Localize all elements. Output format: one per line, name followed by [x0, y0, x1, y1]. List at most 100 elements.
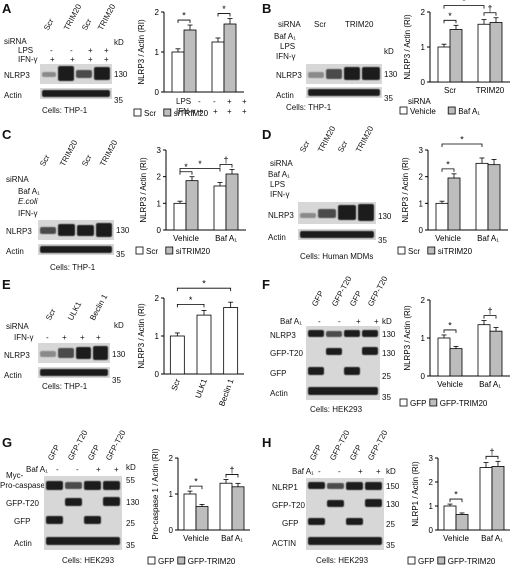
band	[308, 367, 324, 375]
f-sign: +	[374, 317, 379, 326]
significance-bracket	[179, 168, 221, 172]
a-sirna-label: siRNA	[4, 37, 27, 46]
band	[300, 231, 374, 238]
x-tick-label: TRIM20	[476, 86, 505, 95]
legend-swatch	[147, 556, 156, 565]
bar	[489, 330, 503, 377]
band	[326, 69, 342, 79]
d-actin-label: Actin	[268, 233, 286, 242]
bar	[223, 23, 237, 93]
d-lane-trim-1: TRIM20	[316, 124, 338, 154]
y-tick-label: 2	[421, 296, 426, 305]
h-actin-label: ACTIN	[272, 539, 296, 548]
legend-swatch	[165, 246, 174, 255]
c-lane-scr-2: Scr	[80, 153, 94, 168]
g-gfp-label: GFP	[14, 517, 31, 526]
band	[338, 205, 356, 220]
e-sign: +	[96, 333, 101, 342]
y-axis-label: NLRP3 / Actin (RI)	[137, 19, 146, 85]
h-sign: -	[318, 467, 321, 476]
significance-mark: †	[229, 465, 234, 475]
c-blot-nlrp3	[38, 220, 114, 240]
band	[344, 330, 360, 337]
significance-mark: †	[223, 155, 228, 165]
y-tick-label: 0	[421, 78, 426, 87]
band	[344, 67, 360, 80]
a-sign: -	[50, 46, 53, 55]
h-nlrp1-label: NLRP1	[272, 483, 298, 492]
c-lane-trim-2: TRIM20	[98, 138, 120, 168]
legend-swatch	[407, 556, 416, 565]
e-lane-scr: Scr	[44, 307, 58, 322]
x-tick-label: Vehicle	[437, 380, 463, 389]
y-tick-label: 1	[169, 490, 174, 499]
band	[362, 330, 378, 337]
legend-swatch	[429, 398, 438, 407]
b-ifn-label: IFN-γ	[276, 52, 296, 61]
bar	[437, 337, 451, 377]
x-tick-label: Vehicle	[435, 234, 461, 243]
bar	[449, 348, 463, 377]
significance-bracket	[176, 287, 232, 292]
chart-e: 0 1 2 NLRP3 / Actin (RI) Scr ULK1 Beclin 1 * *	[137, 279, 244, 407]
bar	[479, 467, 493, 531]
y-axis-label: NLRP3 / Actin (RI)	[403, 305, 412, 371]
a-ifn-label: IFN-γ	[18, 55, 38, 64]
band	[42, 90, 110, 97]
g-sign: +	[96, 465, 101, 474]
f-cells-label: Cells: HEK293	[310, 405, 363, 414]
a-x-sign: -	[198, 97, 201, 106]
bar	[225, 173, 239, 231]
significance-bracket	[441, 143, 483, 147]
y-tick-label: 1	[419, 199, 424, 208]
significance-mark: *	[182, 11, 186, 21]
significance-bracket	[217, 13, 231, 17]
legend-swatch	[447, 106, 456, 115]
chart-a: 0 1 2 NLRP3 / Actin (RI) * * Scr siTRIM20	[133, 4, 244, 118]
band	[327, 500, 344, 507]
band	[65, 482, 82, 489]
y-tick-label: 2	[169, 454, 174, 463]
f-lane-gfp-2: GFP	[348, 289, 364, 308]
x-tick-label: Vehicle	[173, 234, 199, 243]
bar	[447, 177, 461, 231]
band	[308, 537, 382, 545]
y-tick-label: 0	[157, 226, 162, 235]
band	[346, 482, 363, 490]
a-lane-scr-1: Scr	[42, 17, 56, 32]
band	[96, 223, 112, 237]
significance-bracket	[449, 498, 463, 503]
y-tick-label: 0	[155, 88, 160, 97]
y-tick-label: 1	[155, 332, 160, 341]
significance-bracket	[485, 455, 499, 460]
h-gfp-label: GFP	[282, 519, 299, 528]
legend-label: GFP	[410, 399, 426, 408]
band	[308, 387, 378, 395]
significance-mark: *	[454, 490, 458, 500]
legend-swatch	[177, 556, 186, 565]
legend-label: Scr	[408, 247, 420, 256]
h-kd-2: 130	[386, 500, 400, 509]
a-sign: +	[70, 55, 75, 64]
band	[326, 348, 342, 355]
y-tick-label: 2	[157, 173, 162, 182]
e-lane-beclin: Beclin 1	[88, 292, 110, 322]
significance-mark: *	[202, 279, 206, 289]
y-tick-label: 0	[421, 372, 426, 381]
d-lane-scr-2: Scr	[336, 139, 350, 154]
band	[308, 330, 324, 337]
d-nlrp3-label: NLRP3	[268, 211, 294, 220]
significance-mark: *	[448, 320, 452, 330]
c-kd-35: 35	[116, 250, 125, 259]
band	[365, 499, 382, 507]
band	[58, 224, 75, 236]
significance-mark: *	[460, 135, 464, 145]
e-sign: +	[62, 333, 67, 342]
a-sign: +	[88, 55, 93, 64]
d-lps-label: LPS	[270, 180, 286, 189]
panel-label-f: F	[262, 277, 270, 292]
band	[46, 516, 63, 524]
significance-bracket	[443, 329, 457, 333]
h-kd-4: 35	[386, 541, 395, 550]
panel-label-b: B	[262, 1, 272, 16]
